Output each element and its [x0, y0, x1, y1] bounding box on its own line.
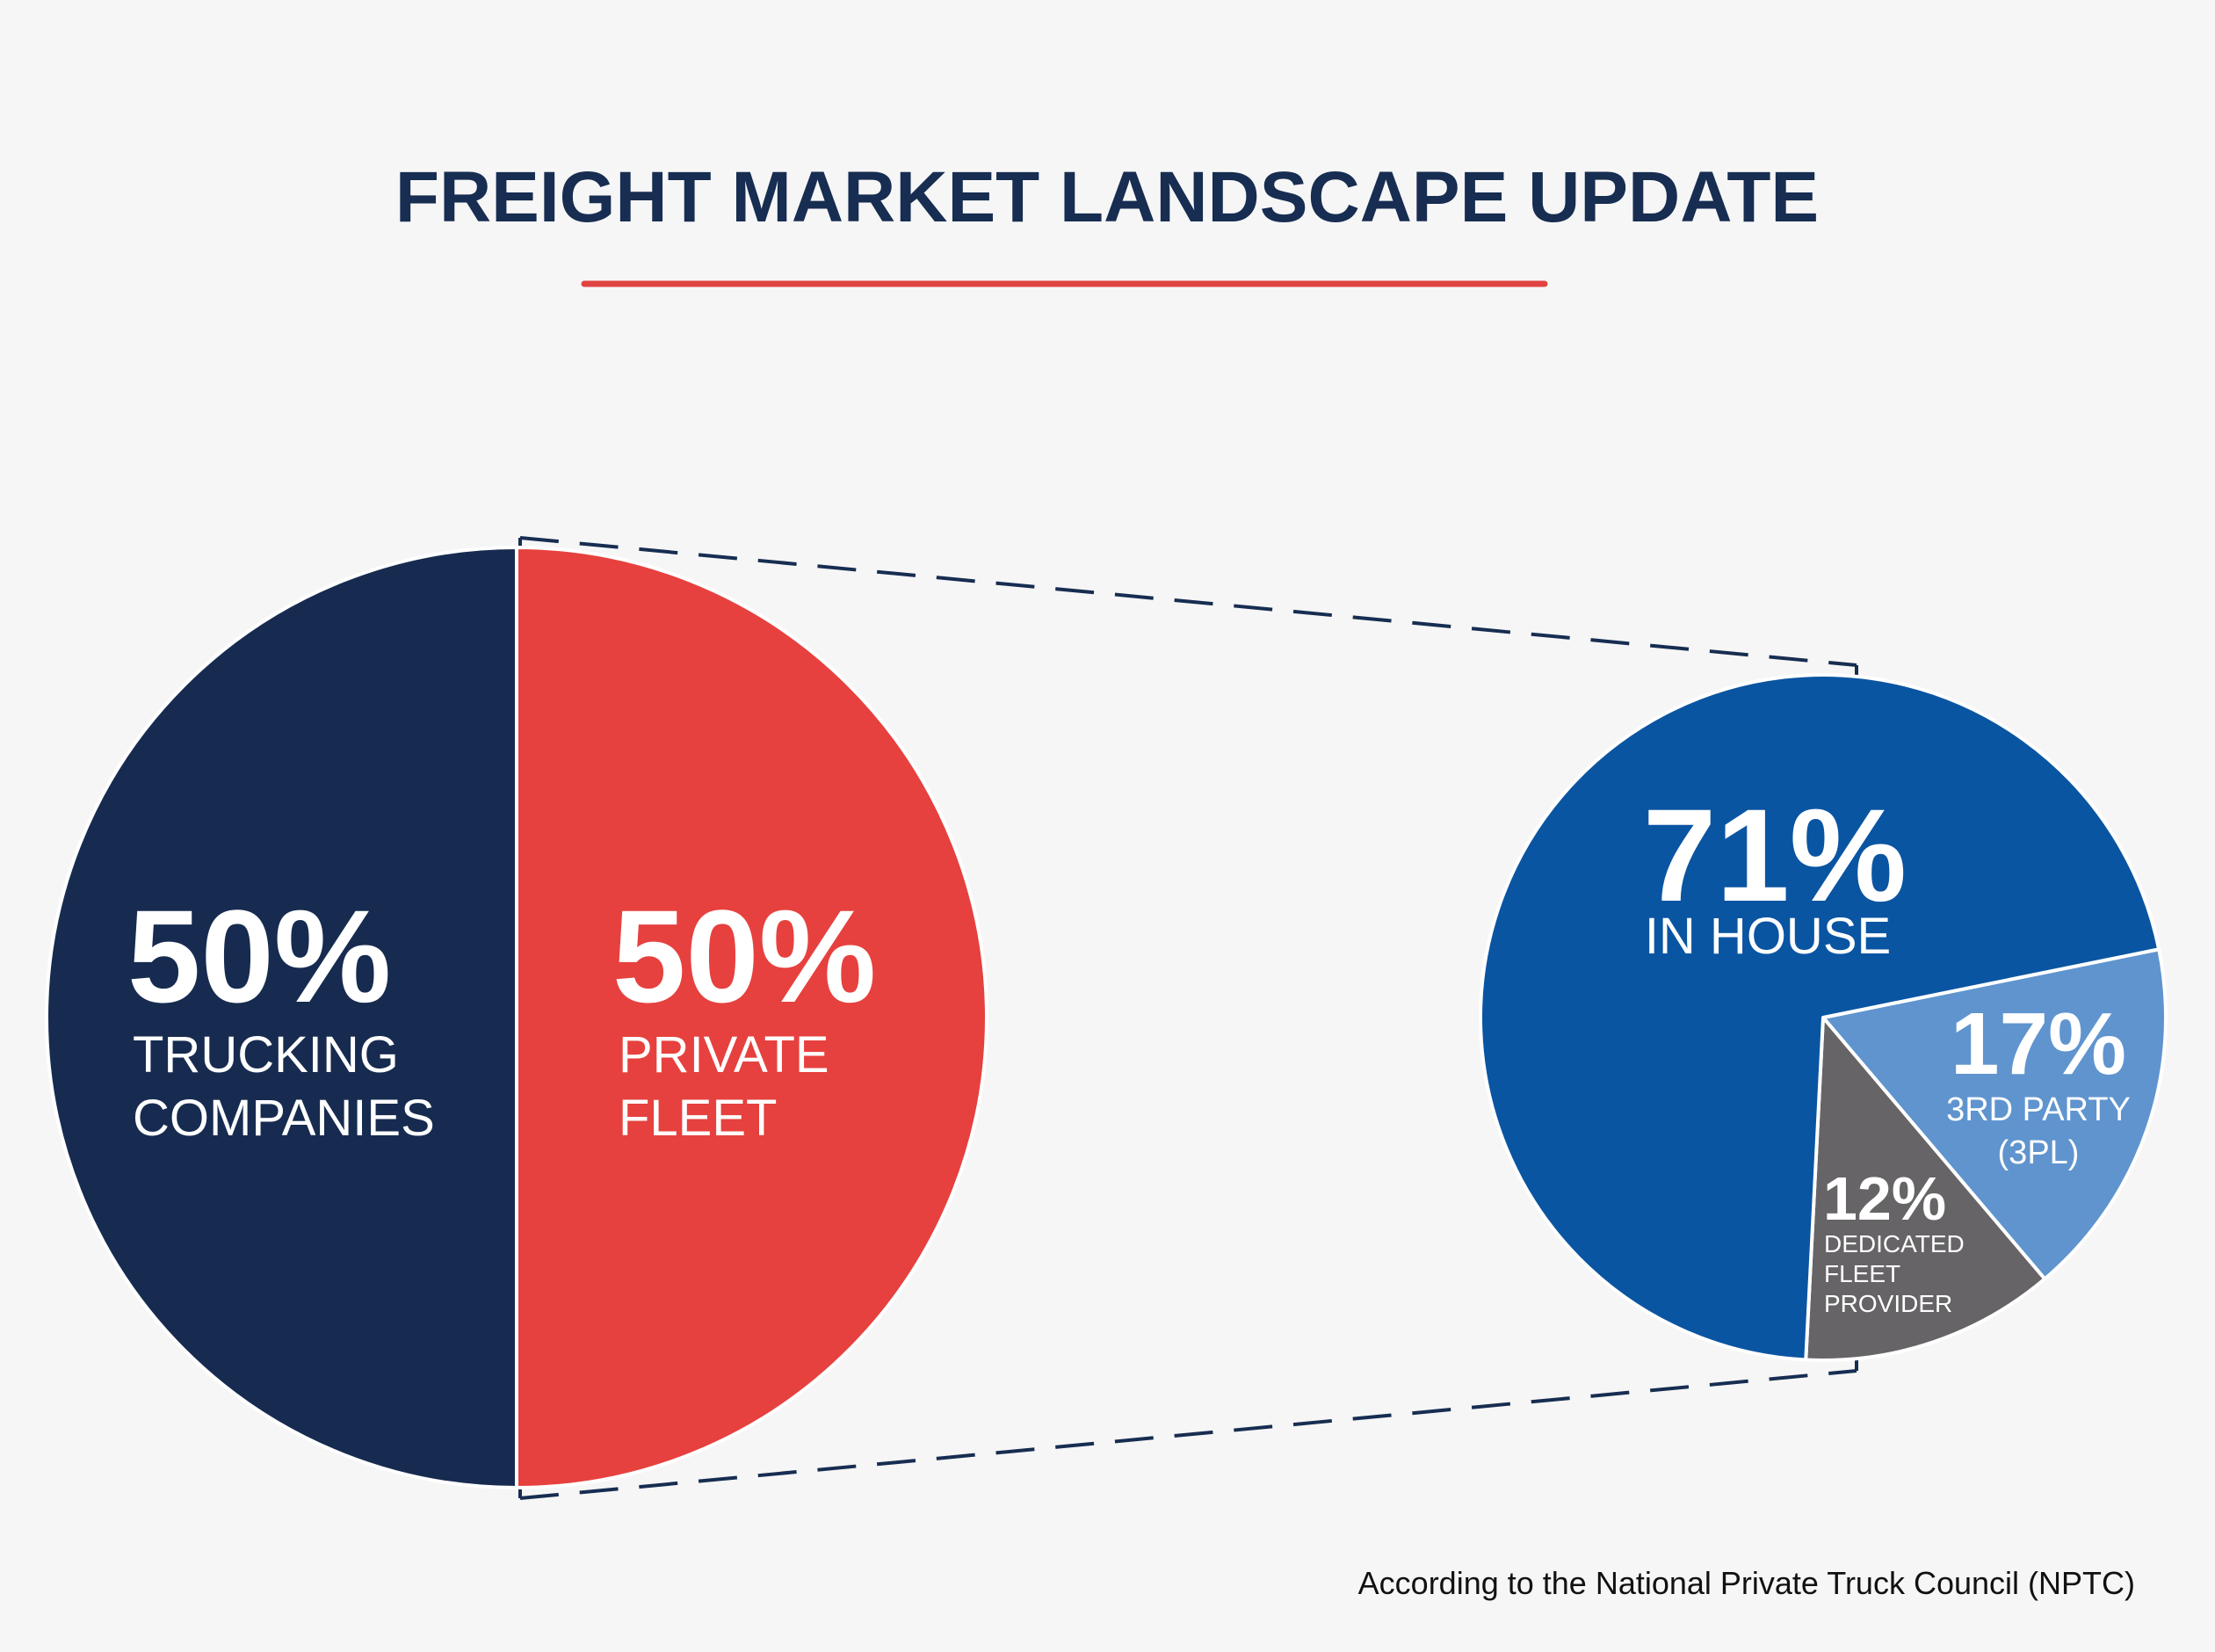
in-house-label-line-1: IN HOUSE [1645, 908, 1891, 965]
dedicated-label-line-1: DEDICATED [1824, 1230, 1965, 1257]
third-party-label-line-1: 3RD PARTY [1946, 1091, 2131, 1128]
trucking-label-line-2: COMPANIES [133, 1090, 435, 1147]
slice-label-in-house: 71% IN HOUSE [1643, 781, 1907, 965]
connector-top-line [519, 536, 1857, 667]
connector-bottom-line [519, 1369, 1857, 1500]
source-note: According to the National Private Truck … [1358, 1565, 2135, 1601]
trucking-label-line-1: TRUCKING [133, 1026, 399, 1083]
dedicated-label-line-2: FLEET [1824, 1260, 1900, 1287]
pie-slice-private [515, 546, 988, 1489]
private-label-line-2: FLEET [619, 1090, 778, 1147]
pie-chart-left [45, 546, 988, 1489]
slice-label-private: 50% PRIVATE FLEET [612, 882, 876, 1147]
private-label-line-1: PRIVATE [619, 1026, 829, 1083]
third-party-label-line-2: (3PL) [1998, 1134, 2080, 1171]
slice-label-trucking: 50% TRUCKING COMPANIES [127, 882, 435, 1147]
in-house-pct-label: 71% [1643, 781, 1907, 929]
slice-label-third-party: 17% 3RD PARTY (3PL) [1946, 995, 2131, 1171]
pie-slice-trucking [45, 546, 518, 1489]
dedicated-label-line-3: PROVIDER [1824, 1290, 1952, 1317]
chart-title: FREIGHT MARKET LANDSCAPE UPDATE [395, 157, 1819, 237]
trucking-pct-label: 50% [127, 882, 391, 1030]
pie-slice-third-party [1821, 947, 2168, 1281]
pie-chart-right [1479, 673, 2168, 1362]
private-pct-label: 50% [612, 882, 876, 1030]
pie-slice-dedicated [1804, 1016, 2047, 1362]
zoom-connector [519, 536, 1857, 1500]
third-party-pct-label: 17% [1951, 995, 2126, 1093]
pie-slice-in-house [1479, 673, 2161, 1362]
dedicated-pct-label: 12% [1823, 1164, 1946, 1233]
slice-label-dedicated: 12% DEDICATED FLEET PROVIDER [1823, 1164, 1965, 1317]
